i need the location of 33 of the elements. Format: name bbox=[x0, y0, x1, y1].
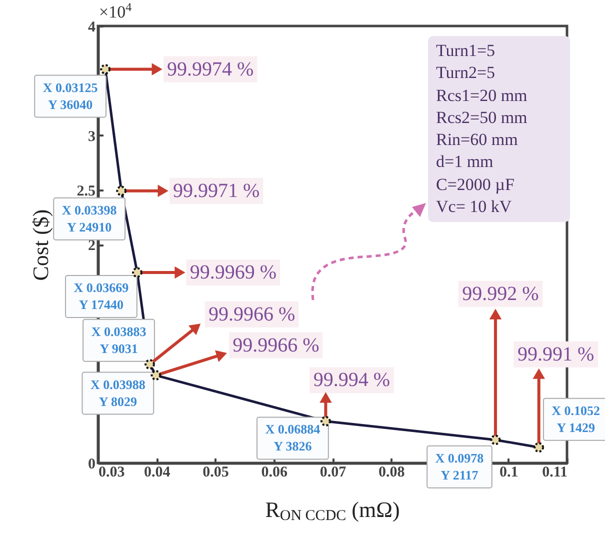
x-tick-label: 0.04 bbox=[144, 464, 171, 480]
x-tick-label: 0.08 bbox=[378, 464, 405, 480]
y-tick-label: 3 bbox=[88, 128, 96, 145]
annotation: 99.9974 % bbox=[166, 58, 254, 80]
x-tick-label: 0.1 bbox=[500, 464, 518, 480]
y-tick-label: 2 bbox=[88, 238, 96, 254]
x-tick-label: 0.03 bbox=[98, 464, 125, 480]
annotation: 99.9971 % bbox=[172, 180, 260, 202]
x-tick-label: 0.06 bbox=[261, 464, 288, 480]
annotation: 99.992 % bbox=[462, 282, 539, 305]
x-tick-label: 0.05 bbox=[202, 464, 229, 480]
annotation: X 0.03398 Y 24910 bbox=[62, 202, 118, 234]
annotation: Turn1=5 Turn2=5 Rcs1=20 mm Rcs2=50 mm Rin=60 mm d=1 mm C=2000 µF Vc= 10 kV bbox=[428, 36, 570, 222]
x-axis-title: R$_{ON CCDC}$ (mΩ) bbox=[264, 497, 401, 525]
x-tick-label: 0.07 bbox=[320, 464, 347, 480]
annotation: X 0.03125 Y 36040 bbox=[42, 80, 98, 112]
y-tick-label: 4 bbox=[88, 20, 96, 36]
annotation: X 0.03988 Y 8029 bbox=[90, 376, 146, 409]
annotation: 99.994 % bbox=[313, 369, 390, 392]
annotation: X 0.0978 Y 2117 bbox=[435, 450, 484, 482]
y-tick-label: 0 bbox=[88, 456, 96, 472]
annotation: 99.9966 % bbox=[208, 303, 296, 326]
annotation: X 0.1052 Y 1429 bbox=[552, 402, 600, 435]
text: ×10$^{4}$ bbox=[99, 0, 132, 23]
annotation: 99.991 % bbox=[518, 343, 594, 366]
annotation: 99.9969 % bbox=[190, 261, 277, 284]
y-axis-title: Cost ($) bbox=[28, 209, 53, 281]
annotation: 99.9966 % bbox=[232, 334, 320, 356]
annotation: X 0.03883 Y 9031 bbox=[91, 324, 147, 356]
x-tick-label: 0.11 bbox=[542, 464, 568, 480]
y-tick-label: 2.5 bbox=[76, 183, 96, 200]
annotation: X 0.06884 Y 3826 bbox=[265, 422, 321, 454]
annotation: X 0.03669 Y 17440 bbox=[74, 280, 130, 312]
